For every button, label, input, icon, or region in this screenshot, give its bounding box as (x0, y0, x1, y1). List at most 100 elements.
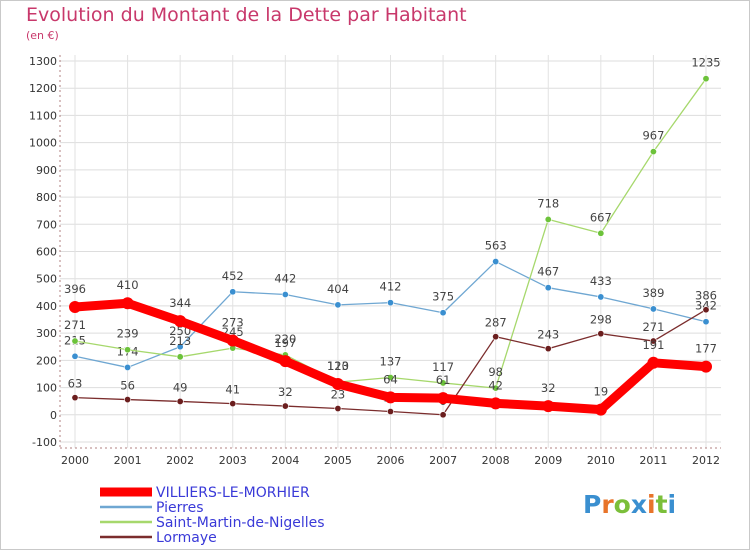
x-tick-label: 2010 (587, 454, 615, 467)
data-label-lormaye: 63 (68, 377, 83, 391)
logo-letter: P (583, 490, 602, 519)
data-point-saint-martin-de-nigelles (124, 346, 132, 354)
data-point-villiers-le-morhier (489, 397, 502, 410)
data-point-pierres (492, 258, 500, 266)
data-point-lormaye (176, 397, 184, 405)
data-label-villiers-le-morhier: 177 (695, 342, 717, 356)
data-label-saint-martin-de-nigelles: 213 (169, 334, 191, 348)
chart-subtitle: (en €) (26, 29, 59, 42)
x-tick-label: 2005 (324, 454, 352, 467)
data-point-lormaye (649, 337, 657, 345)
data-label-pierres: 412 (380, 280, 402, 294)
data-point-villiers-le-morhier (437, 392, 450, 405)
data-label-saint-martin-de-nigelles: 220 (274, 332, 296, 346)
data-label-villiers-le-morhier: 32 (541, 381, 556, 395)
data-label-pierres: 563 (485, 239, 507, 253)
data-point-lormaye (229, 400, 237, 408)
data-point-villiers-le-morhier (700, 360, 712, 373)
data-label-pierres: 389 (642, 286, 664, 300)
x-tick-label: 2007 (429, 454, 457, 467)
y-tick-label: 1000 (29, 137, 57, 150)
y-tick-label: -100 (32, 436, 57, 449)
legend-label-saint-martin-de-nigelles: Saint-Martin-de-Nigelles (156, 515, 325, 531)
data-point-pierres (281, 290, 289, 298)
x-tick-label: 2000 (61, 454, 89, 467)
y-tick-label: 200 (36, 354, 57, 367)
data-label-villiers-le-morhier: 396 (64, 282, 86, 296)
data-label-saint-martin-de-nigelles: 718 (537, 196, 559, 210)
data-label-saint-martin-de-nigelles: 1235 (691, 56, 720, 70)
data-label-saint-martin-de-nigelles: 271 (64, 318, 86, 332)
y-tick-label: 500 (36, 273, 57, 286)
data-label-saint-martin-de-nigelles: 98 (488, 365, 503, 379)
data-label-lormaye: 298 (590, 313, 612, 327)
data-point-villiers-le-morhier (542, 400, 555, 413)
data-point-pierres (334, 301, 342, 309)
logo-letter: i (647, 490, 656, 519)
chart-title: Evolution du Montant de la Dette par Hab… (26, 4, 467, 26)
data-label-villiers-le-morhier: 344 (169, 296, 191, 310)
data-point-villiers-le-morhier (594, 403, 607, 416)
data-point-pierres (649, 305, 657, 313)
data-point-villiers-le-morhier (647, 356, 660, 369)
data-point-lormaye (544, 345, 552, 353)
data-label-villiers-le-morhier: 410 (117, 278, 139, 292)
data-point-lormaye (334, 405, 342, 413)
data-label-saint-martin-de-nigelles: 239 (117, 327, 139, 341)
data-point-pierres (597, 293, 605, 301)
data-point-lormaye (702, 306, 710, 314)
data-point-lormaye (281, 402, 289, 410)
data-label-pierres: 452 (222, 269, 244, 283)
y-tick-label: 300 (36, 327, 57, 340)
data-point-villiers-le-morhier (69, 301, 81, 314)
data-label-lormaye: 23 (331, 388, 346, 402)
data-label-lormaye: 271 (642, 320, 664, 334)
y-tick-label: 0 (50, 409, 57, 422)
data-point-saint-martin-de-nigelles (386, 374, 394, 382)
data-point-lormaye (71, 394, 79, 402)
series-line-lormaye (442, 309, 707, 416)
data-label-pierres: 375 (432, 290, 454, 304)
data-label-lormaye: 386 (695, 289, 717, 303)
y-tick-label: 100 (36, 382, 57, 395)
data-label-lormaye: 56 (120, 379, 135, 393)
data-point-villiers-le-morhier (279, 355, 292, 368)
legend-label-pierres: Pierres (156, 500, 204, 516)
data-label-saint-martin-de-nigelles: 137 (380, 355, 402, 369)
x-tick-label: 2002 (166, 454, 194, 467)
x-tick-label: 2001 (114, 454, 142, 467)
legend-label-lormaye: Lormaye (156, 530, 217, 546)
data-label-villiers-le-morhier: 19 (594, 385, 609, 399)
y-tick-label: 900 (36, 164, 57, 177)
x-tick-label: 2003 (219, 454, 247, 467)
data-point-saint-martin-de-nigelles (439, 379, 447, 387)
data-point-pierres (176, 343, 184, 351)
data-point-pierres (386, 299, 394, 307)
data-point-villiers-le-morhier (174, 315, 187, 328)
x-tick-label: 2011 (639, 454, 667, 467)
data-label-lormaye: 243 (537, 328, 559, 342)
data-label-villiers-le-morhier: 113 (327, 359, 349, 373)
data-point-pierres (71, 352, 79, 360)
data-label-pierres: 404 (327, 282, 349, 296)
data-point-pierres (702, 318, 710, 326)
data-label-villiers-le-morhier: 61 (436, 373, 451, 387)
data-point-lormaye (597, 330, 605, 338)
logo-letter: i (667, 490, 677, 519)
y-tick-label: 600 (36, 246, 57, 259)
data-point-saint-martin-de-nigelles (71, 337, 79, 345)
y-tick-label: 1300 (29, 55, 57, 68)
data-label-pierres: 442 (274, 271, 296, 285)
data-label-lormaye: 287 (485, 316, 507, 330)
data-point-lormaye (386, 408, 394, 416)
logo-letter: x (630, 490, 647, 519)
data-point-saint-martin-de-nigelles (544, 215, 552, 223)
legend-label-villiers-le-morhier: VILLIERS-LE-MORHIER (156, 485, 310, 501)
data-point-pierres (229, 288, 237, 296)
x-tick-label: 2006 (377, 454, 405, 467)
data-point-pierres (124, 363, 132, 371)
data-label-villiers-le-morhier: 197 (274, 336, 296, 350)
data-label-saint-martin-de-nigelles: 120 (327, 359, 349, 373)
data-point-pierres (439, 309, 447, 317)
